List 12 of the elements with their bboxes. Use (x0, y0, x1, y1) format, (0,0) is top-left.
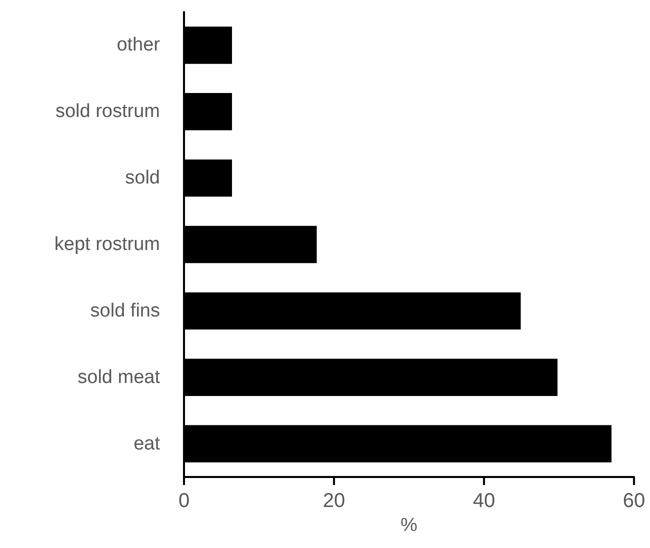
y-tick-label: sold (125, 168, 160, 189)
y-tick-label: eat (134, 433, 161, 454)
x-tick-label: 60 (622, 490, 646, 512)
x-tick-label: 20 (322, 490, 346, 512)
y-tick-label: other (116, 34, 161, 56)
y-tick-label: sold fins (90, 300, 160, 322)
x-axis-title: % (400, 514, 418, 536)
y-tick-label: kept rostrum (54, 234, 160, 255)
y-tick-label: sold meat (78, 366, 161, 388)
x-tick-label: 0 (178, 490, 190, 512)
y-tick-label: sold rostrum (55, 101, 160, 122)
x-tick-label: 40 (472, 490, 496, 512)
